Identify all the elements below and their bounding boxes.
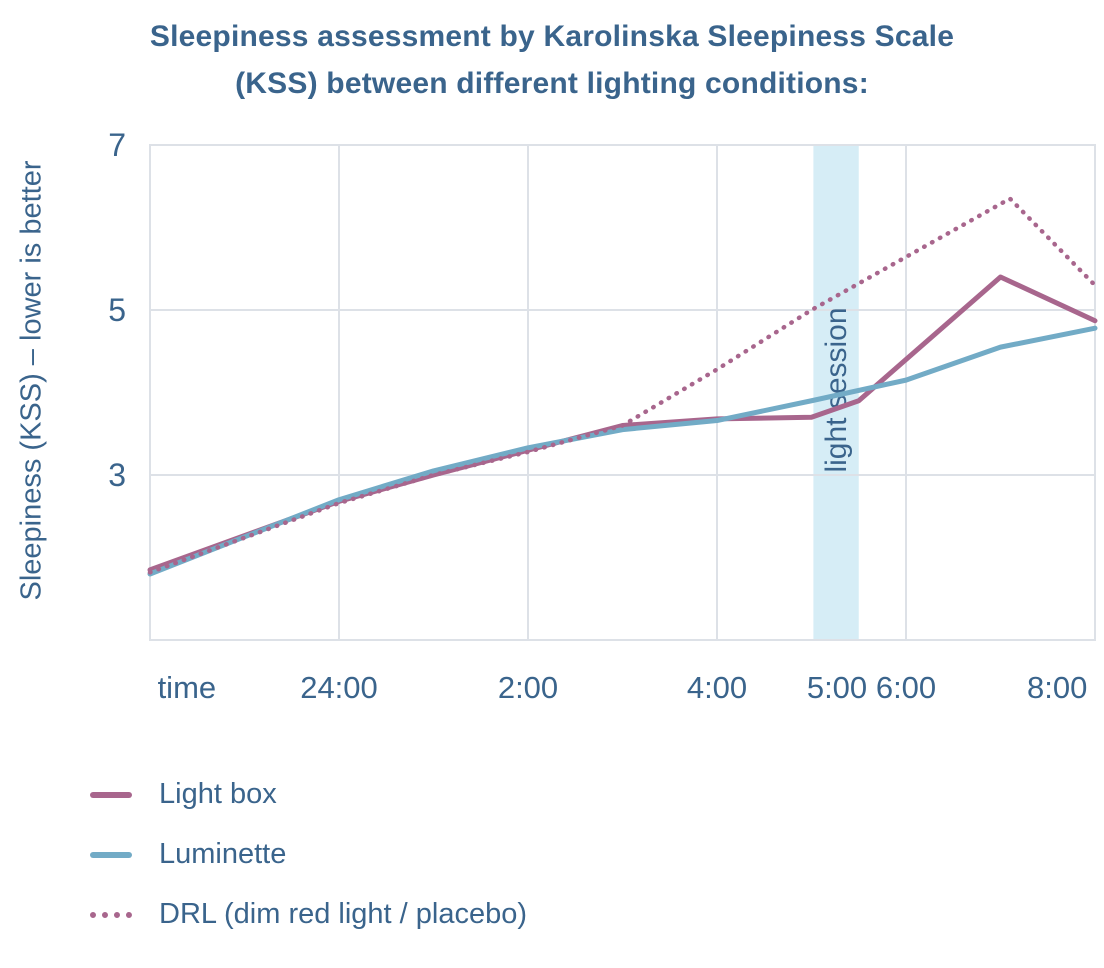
legend-item-light-box: Light box xyxy=(90,778,527,811)
x-tick-label: 2:00 xyxy=(498,670,558,705)
kss-line-chart: 7 5 3 time 24:00 2:00 4:00 5:00 6:00 8:00 light se… xyxy=(108,127,1098,705)
legend-swatch-drl xyxy=(90,911,132,918)
legend-label-light-box: Light box xyxy=(159,778,277,810)
plot-border xyxy=(149,144,1096,641)
y-tick-label: 5 xyxy=(108,292,126,328)
y-tick-label: 7 xyxy=(108,127,126,163)
x-tick-label: 6:00 xyxy=(876,670,936,705)
legend-label-luminette: Luminette xyxy=(159,838,287,870)
x-tick-label: time xyxy=(158,670,217,705)
legend-item-luminette: Luminette xyxy=(90,838,527,871)
y-tick-label: 3 xyxy=(108,457,126,493)
legend-item-drl: DRL (dim red light / placebo) xyxy=(90,898,527,931)
series-line-luminette xyxy=(147,325,1098,577)
legend: Light box Luminette DRL (dim red light /… xyxy=(90,778,527,931)
x-tick-label: 4:00 xyxy=(687,670,747,705)
chart-title: Sleepiness assessment by Karolinska Slee… xyxy=(149,20,955,100)
x-tick-label: 24:00 xyxy=(300,670,378,705)
legend-label-drl: DRL (dim red light / placebo) xyxy=(159,898,528,930)
x-tick-label: 5:00 xyxy=(807,670,867,705)
legend-swatch-light-box xyxy=(90,791,132,798)
light-session-label: light session xyxy=(820,307,853,472)
series-line-drl-dim-red-light-placebo xyxy=(147,196,1098,575)
legend-swatch-luminette xyxy=(90,851,132,858)
x-tick-label: 8:00 xyxy=(1027,670,1087,705)
